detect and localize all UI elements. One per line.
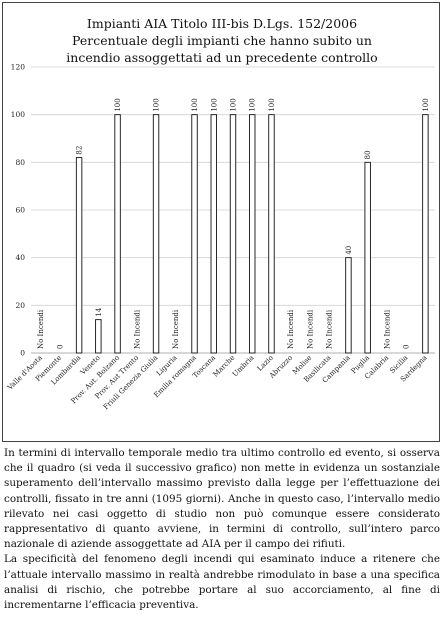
bar bbox=[95, 319, 102, 354]
bar bbox=[345, 257, 352, 354]
data-label: 82 bbox=[76, 146, 84, 155]
bar bbox=[249, 114, 256, 354]
bar bbox=[210, 114, 217, 354]
data-label: No Incendi bbox=[133, 309, 141, 349]
bar bbox=[364, 161, 371, 354]
data-labels: No Incendi 0 82 14 100 No Incendi 100 No Incend… bbox=[37, 98, 430, 349]
bar bbox=[422, 114, 429, 354]
y-tick-label: 20 bbox=[15, 301, 25, 310]
chart-title-line-3: incendio assoggettati ad un precedente c… bbox=[66, 50, 377, 65]
y-axis-ticks: 0 20 40 60 80 100 120 bbox=[11, 63, 26, 358]
data-label: No Incendi bbox=[306, 309, 314, 349]
data-label: 100 bbox=[210, 98, 218, 111]
paragraph-1: In termini di intervallo temporale medio… bbox=[4, 447, 440, 551]
y-tick-label: 120 bbox=[11, 63, 26, 72]
data-label: 100 bbox=[114, 98, 122, 111]
bar bbox=[268, 114, 275, 354]
data-label: 100 bbox=[191, 98, 199, 111]
data-label: No Incendi bbox=[172, 309, 180, 349]
chart-title: Impianti AIA Titolo III-bis D.Lgs. 152/2… bbox=[66, 16, 377, 65]
category-label: Umbria bbox=[231, 354, 256, 379]
y-tick-label: 40 bbox=[15, 253, 25, 262]
bar-chart: Impianti AIA Titolo III-bis D.Lgs. 152/2… bbox=[5, 16, 435, 412]
bar bbox=[114, 114, 121, 354]
chart-title-line-2: Percentuale degli impianti che hanno sub… bbox=[72, 33, 372, 48]
data-label: No Incendi bbox=[383, 309, 391, 349]
data-label: 100 bbox=[249, 98, 257, 111]
bar bbox=[152, 114, 160, 354]
data-label: 40 bbox=[345, 246, 353, 255]
data-label: 100 bbox=[268, 98, 276, 111]
y-tick-label: 60 bbox=[15, 206, 25, 215]
data-label: No Incendi bbox=[37, 309, 45, 349]
bar bbox=[229, 114, 237, 354]
data-label: 100 bbox=[153, 98, 161, 111]
data-label: No Incendi bbox=[326, 309, 334, 349]
paragraph-2: La specificità del fenomeno degli incend… bbox=[4, 553, 440, 612]
data-label: 80 bbox=[364, 150, 372, 159]
data-label: 100 bbox=[422, 98, 430, 111]
data-label: 0 bbox=[56, 345, 64, 349]
data-label: 0 bbox=[403, 345, 411, 349]
bar bbox=[75, 157, 83, 354]
y-tick-label: 100 bbox=[11, 110, 26, 119]
bars bbox=[75, 114, 429, 354]
y-tick-label: 0 bbox=[20, 349, 25, 358]
chart-title-line-1: Impianti AIA Titolo III-bis D.Lgs. 152/2… bbox=[87, 16, 357, 31]
data-label: 14 bbox=[95, 307, 103, 316]
body-text: In termini di intervallo temporale medio… bbox=[4, 446, 440, 613]
y-tick-label: 80 bbox=[15, 158, 25, 167]
chart-frame: Impianti AIA Titolo III-bis D.Lgs. 152/2… bbox=[2, 2, 440, 442]
data-label: No Incendi bbox=[287, 309, 295, 349]
data-label: 100 bbox=[230, 98, 238, 111]
bar bbox=[191, 114, 198, 354]
category-labels: Valle d'AostaPiemonteLombardiaVenetoProv… bbox=[5, 354, 428, 412]
